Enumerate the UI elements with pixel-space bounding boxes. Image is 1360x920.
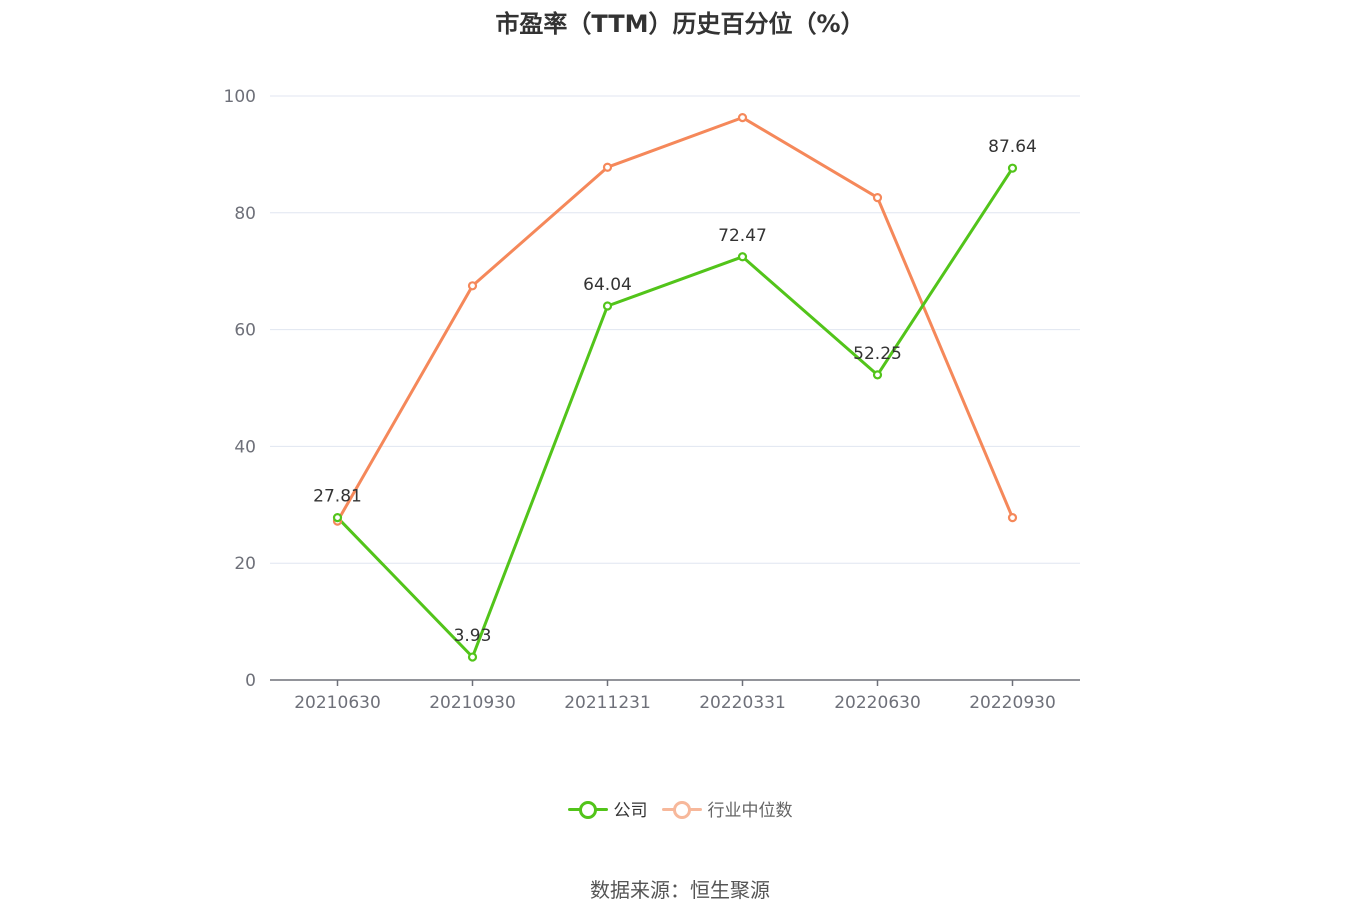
- data-source-note: 数据来源：恒生聚源: [590, 878, 770, 902]
- axes: 0 20 40 60 80 100 20210630 20210930 20211231 2022…: [224, 87, 1080, 713]
- chart-title: 市盈率（TTM）历史百分位（%）: [495, 10, 865, 38]
- y-tick-label-20: 20: [234, 554, 256, 574]
- legend-industry-marker: [661, 799, 702, 819]
- data-point-s1-20220930: [1007, 513, 1018, 523]
- legend: 公司 行业中位数: [0, 796, 1360, 821]
- data-point-s1-20211231: [602, 162, 613, 172]
- legend-company-label: 公司: [613, 801, 648, 821]
- data-point-s0-20220930: [1007, 163, 1018, 173]
- data-point-s0-20210630: [332, 512, 343, 523]
- y-tick-label-100: 100: [224, 87, 256, 107]
- data-point-s0-20211231: [602, 301, 613, 311]
- series-line-1: [336, 116, 1014, 522]
- data-label-20220630: 52.25: [853, 344, 902, 364]
- legend-item-industry-median[interactable]: 行业中位数: [661, 796, 793, 821]
- y-tick-label-80: 80: [234, 204, 256, 224]
- data-label-20211231: 64.04: [583, 275, 632, 295]
- x-tick-label-20210630: 20210630: [294, 693, 381, 713]
- data-label-20210630: 27.81: [313, 487, 362, 507]
- data-point-s1-20220331: [737, 113, 748, 123]
- grid-lines: [270, 95, 1080, 564]
- x-tick-label-20210930: 20210930: [429, 693, 516, 713]
- legend-company-marker: [567, 799, 608, 819]
- x-tick-label-20211231: 20211231: [564, 693, 651, 713]
- data-points: [332, 113, 1018, 662]
- data-label-20210930: 3.93: [454, 626, 492, 646]
- series-line-0: [336, 167, 1014, 659]
- data-point-s1-20210930: [467, 281, 478, 291]
- data-label-20220930: 87.64: [988, 137, 1037, 157]
- data-point-s0-20210930: [467, 652, 478, 662]
- y-tick-label-60: 60: [234, 321, 256, 341]
- data-point-s0-20220630: [872, 370, 883, 380]
- legend-item-company[interactable]: 公司: [567, 796, 648, 821]
- y-tick-label-0: 0: [245, 671, 256, 691]
- x-tick-label-20220930: 20220930: [969, 693, 1056, 713]
- data-point-s1-20220630: [872, 193, 883, 203]
- legend-industry-label: 行业中位数: [707, 801, 793, 821]
- x-tick-label-20220630: 20220630: [834, 693, 921, 713]
- data-labels: 27.81 3.93 64.04 72.47 52.25 87.64: [313, 137, 1037, 646]
- series-lines: [336, 116, 1014, 659]
- data-point-s0-20220331: [737, 252, 748, 262]
- x-tick-label-20220331: 20220331: [699, 693, 786, 713]
- y-tick-label-40: 40: [234, 437, 256, 457]
- data-label-20220331: 72.47: [718, 226, 767, 246]
